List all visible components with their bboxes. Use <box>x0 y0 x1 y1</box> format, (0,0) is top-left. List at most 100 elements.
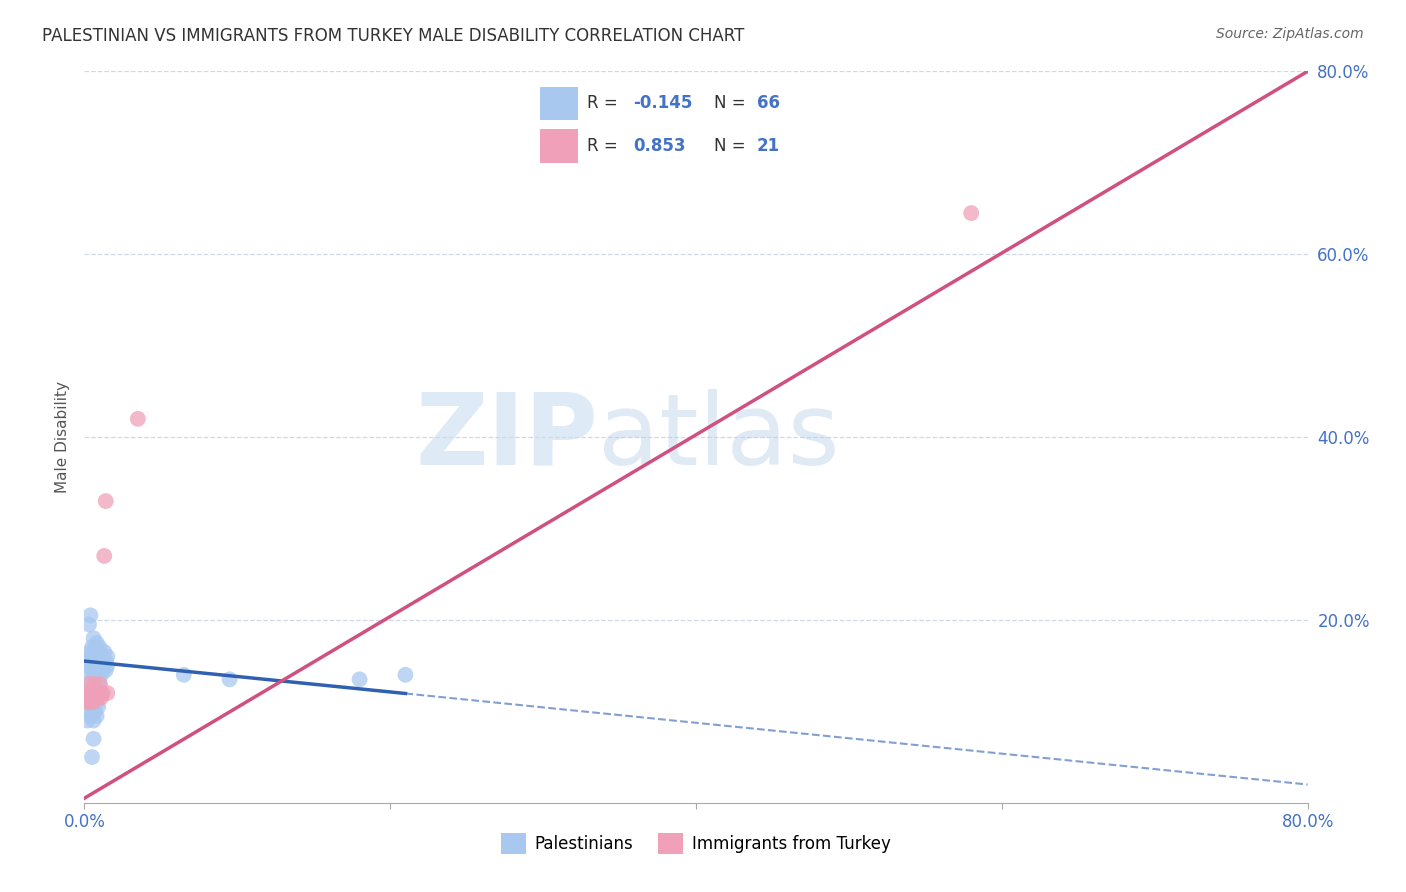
Point <box>76 654 98 668</box>
Point <box>94 494 117 508</box>
Point <box>173 667 195 681</box>
Point <box>349 673 371 687</box>
FancyBboxPatch shape <box>540 87 578 120</box>
Point <box>86 690 108 705</box>
Text: -0.145: -0.145 <box>633 95 693 112</box>
Text: Source: ZipAtlas.com: Source: ZipAtlas.com <box>1216 27 1364 41</box>
Point <box>84 640 107 655</box>
Text: R =: R = <box>586 137 623 155</box>
Point <box>96 686 118 700</box>
Point <box>90 667 112 681</box>
Text: N =: N = <box>714 95 751 112</box>
Point <box>83 731 105 746</box>
Point <box>394 667 416 681</box>
Point <box>91 649 114 664</box>
Point <box>83 658 105 673</box>
Text: 21: 21 <box>756 137 780 155</box>
Point <box>90 686 112 700</box>
Y-axis label: Male Disability: Male Disability <box>55 381 70 493</box>
Point <box>94 654 117 668</box>
Point <box>90 649 112 664</box>
Point <box>79 608 101 623</box>
Point <box>86 667 108 681</box>
Point <box>87 690 110 705</box>
Point <box>83 649 105 664</box>
Point <box>87 663 110 677</box>
Text: PALESTINIAN VS IMMIGRANTS FROM TURKEY MALE DISABILITY CORRELATION CHART: PALESTINIAN VS IMMIGRANTS FROM TURKEY MA… <box>42 27 745 45</box>
Point <box>84 649 107 664</box>
Point <box>96 649 118 664</box>
Point <box>90 690 112 705</box>
Point <box>79 658 101 673</box>
Point <box>80 750 103 764</box>
Point <box>94 663 117 677</box>
Point <box>96 658 118 673</box>
Point <box>86 649 108 664</box>
Point <box>84 654 107 668</box>
Point <box>79 686 101 700</box>
Point <box>84 686 107 700</box>
Point <box>80 663 103 677</box>
Point <box>89 677 111 691</box>
Point <box>89 654 111 668</box>
Text: R =: R = <box>586 95 623 112</box>
Point <box>87 654 110 668</box>
Legend: Palestinians, Immigrants from Turkey: Palestinians, Immigrants from Turkey <box>495 827 897 860</box>
Point <box>79 695 101 709</box>
Point <box>91 658 114 673</box>
Point <box>83 695 105 709</box>
Text: 0.853: 0.853 <box>633 137 686 155</box>
Point <box>76 686 98 700</box>
Point <box>87 686 110 700</box>
Point <box>77 677 100 691</box>
Text: ZIP: ZIP <box>415 389 598 485</box>
Point <box>960 206 983 220</box>
Point <box>84 705 107 719</box>
Point <box>87 645 110 659</box>
Point <box>80 686 103 700</box>
Point <box>76 695 98 709</box>
Point <box>84 677 107 691</box>
Point <box>86 636 108 650</box>
Point <box>77 705 100 719</box>
Point <box>93 549 115 563</box>
Point <box>218 673 240 687</box>
Point <box>90 654 112 668</box>
Point <box>84 663 107 677</box>
Point <box>79 645 101 659</box>
Point <box>83 632 105 646</box>
Text: N =: N = <box>714 137 751 155</box>
Point <box>83 667 105 681</box>
Point <box>89 649 111 664</box>
Point <box>80 654 103 668</box>
Text: atlas: atlas <box>598 389 839 485</box>
Point <box>80 695 103 709</box>
Point <box>91 686 114 700</box>
FancyBboxPatch shape <box>540 129 578 163</box>
Point <box>77 649 100 664</box>
Point <box>127 412 149 426</box>
Point <box>80 640 103 655</box>
Point <box>84 686 107 700</box>
Point <box>89 677 111 691</box>
Point <box>87 699 110 714</box>
Point <box>76 714 98 728</box>
Point <box>83 686 105 700</box>
Point <box>77 677 100 691</box>
Text: 66: 66 <box>756 95 780 112</box>
Point <box>83 677 105 691</box>
Point <box>89 663 111 677</box>
Point <box>93 654 115 668</box>
Point <box>77 686 100 700</box>
Point <box>87 686 110 700</box>
Point <box>77 617 100 632</box>
Point <box>86 695 108 709</box>
Point <box>91 663 114 677</box>
Point <box>89 640 111 655</box>
Point <box>83 714 105 728</box>
Point <box>86 709 108 723</box>
Point <box>80 690 103 705</box>
Point <box>86 658 108 673</box>
Point <box>77 667 100 681</box>
Point <box>79 709 101 723</box>
